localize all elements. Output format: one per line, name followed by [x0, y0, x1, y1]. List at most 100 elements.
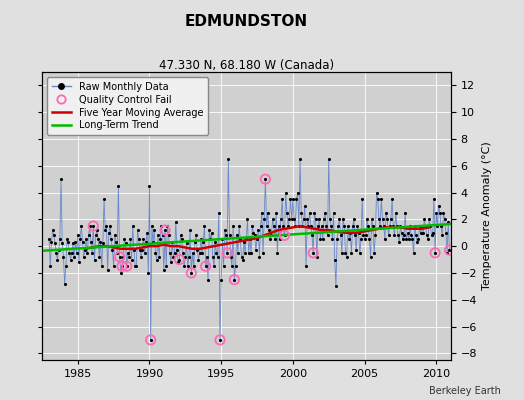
Point [283, 210, 291, 216]
Point [206, 236, 215, 243]
Point [187, 270, 195, 276]
Point [188, 250, 196, 256]
Point [354, 230, 363, 236]
Point [145, 183, 154, 189]
Point [178, 236, 186, 243]
Point [331, 256, 339, 263]
Point [346, 230, 354, 236]
Point [56, 236, 64, 243]
Point [123, 263, 131, 270]
Point [284, 223, 292, 229]
Point [168, 239, 177, 245]
Point [433, 223, 442, 229]
Point [265, 227, 273, 233]
Point [72, 250, 81, 256]
Point [228, 263, 236, 270]
Point [280, 232, 289, 239]
Point [143, 230, 151, 236]
Point [236, 236, 245, 243]
Point [394, 232, 402, 239]
Point [246, 236, 254, 243]
Point [288, 216, 296, 222]
Point [79, 239, 87, 245]
Point [411, 223, 419, 229]
Point [150, 227, 158, 233]
Point [157, 223, 166, 229]
Point [112, 239, 120, 245]
Y-axis label: Temperature Anomaly (°C): Temperature Anomaly (°C) [483, 142, 493, 290]
Point [242, 236, 250, 243]
Point [222, 232, 230, 239]
Point [167, 259, 175, 266]
Point [413, 239, 421, 245]
Point [261, 176, 269, 182]
Point [128, 223, 137, 229]
Point [133, 227, 141, 233]
Point [238, 256, 247, 263]
Point [118, 263, 126, 270]
Point [369, 223, 377, 229]
Point [406, 223, 414, 229]
Point [280, 232, 289, 239]
Point [388, 196, 396, 202]
Point [183, 263, 192, 270]
Point [313, 254, 321, 260]
Point [429, 230, 437, 236]
Point [138, 247, 147, 253]
Point [229, 223, 237, 229]
Point [261, 176, 269, 182]
Point [307, 223, 315, 229]
Point [177, 232, 185, 239]
Point [332, 283, 340, 290]
Point [315, 216, 323, 222]
Point [358, 196, 366, 202]
Point [379, 223, 388, 229]
Point [352, 247, 361, 253]
Point [311, 216, 320, 222]
Point [181, 254, 190, 260]
Point [293, 189, 302, 196]
Point [277, 216, 285, 222]
Point [324, 156, 333, 162]
Point [407, 232, 416, 239]
Point [425, 216, 433, 222]
Point [445, 247, 454, 253]
Point [272, 210, 280, 216]
Point [418, 223, 426, 229]
Point [186, 227, 194, 233]
Point [87, 239, 95, 245]
Point [126, 236, 135, 243]
Point [292, 196, 301, 202]
Point [316, 236, 324, 243]
Point [391, 210, 400, 216]
Point [216, 337, 224, 343]
Point [416, 223, 424, 229]
Point [340, 223, 348, 229]
Point [431, 250, 439, 256]
Point [302, 263, 310, 270]
Point [348, 223, 357, 229]
Point [54, 247, 63, 253]
Point [318, 223, 326, 229]
Point [297, 210, 305, 216]
Point [253, 236, 261, 243]
Point [286, 196, 294, 202]
Point [392, 223, 401, 229]
Point [140, 250, 149, 256]
Text: Berkeley Earth: Berkeley Earth [429, 386, 500, 396]
Point [357, 236, 365, 243]
Point [323, 232, 332, 239]
Point [137, 254, 145, 260]
Point [435, 210, 444, 216]
Point [230, 276, 238, 283]
Point [173, 247, 181, 253]
Point [120, 236, 128, 243]
Point [166, 250, 174, 256]
Point [83, 250, 92, 256]
Point [123, 263, 131, 270]
Point [170, 250, 179, 256]
Point [376, 223, 384, 229]
Point [275, 223, 283, 229]
Point [201, 263, 210, 270]
Point [94, 236, 102, 243]
